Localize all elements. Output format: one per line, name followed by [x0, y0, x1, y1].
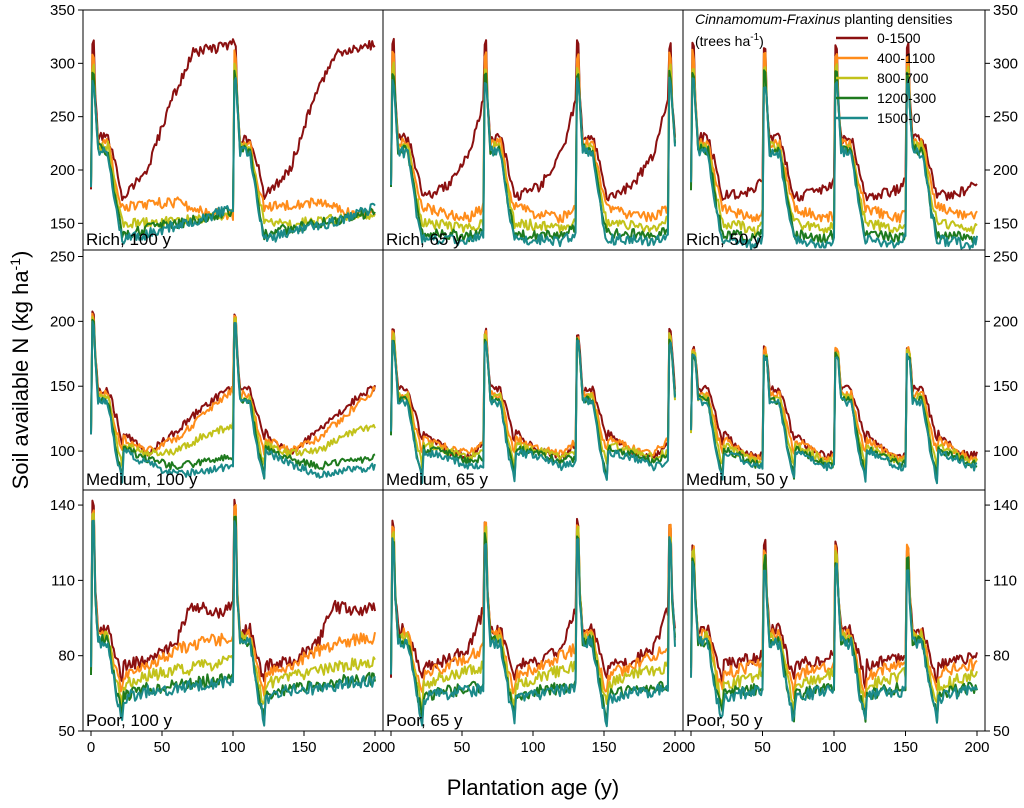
y-tick-label: 200: [50, 313, 75, 330]
x-tick-label: 200: [362, 739, 387, 756]
x-tick-label: 0: [687, 739, 695, 756]
panel-label: Medium, 50 y: [686, 470, 789, 489]
y-tick-label: 250: [993, 248, 1018, 265]
series-line-400-1100: [390, 50, 676, 224]
series-group: [390, 37, 676, 248]
panel-2-2: Poor, 50 y 50 80 110 140 0 50 100 150 200: [682, 489, 1018, 756]
series-line-800-700: [390, 525, 676, 713]
series-group: [390, 327, 676, 484]
x-axis-title: Plantation age (y): [447, 775, 619, 800]
panel-label: Poor, 50 y: [686, 711, 763, 730]
panel-1-1: Medium, 65 y: [382, 249, 684, 491]
x-tick-label: 50: [154, 739, 171, 756]
series-line-0-1500: [390, 37, 676, 202]
legend-entry: 800-700: [877, 70, 929, 86]
series-group: [690, 345, 978, 485]
x-tick-label: 50: [754, 739, 771, 756]
panel-2-1: Poor, 65 y 0 50 100 150 200: [382, 489, 688, 756]
y-tick-label: 150: [993, 215, 1018, 232]
panel-0-1: Rich, 65 y: [382, 9, 684, 251]
panel-label: Rich, 100 y: [86, 230, 172, 249]
y-tick-label: 350: [50, 2, 75, 19]
y-tick-label: 100: [50, 443, 75, 460]
series-line-1500-0: [690, 77, 978, 250]
series-line-400-1100: [390, 521, 676, 695]
y-axis-title: Soil available N (kg ha-1): [7, 251, 33, 490]
series-line-1500-0: [90, 77, 376, 245]
y-tick-label: 250: [50, 248, 75, 265]
series-group: [90, 38, 376, 245]
panel-label: Rich, 65 y: [386, 230, 462, 249]
panel-1-0: Medium, 100 y 100 150 200 250: [50, 248, 384, 491]
x-tick-label: 150: [591, 739, 616, 756]
y-tick-label: 80: [993, 648, 1010, 665]
series-line-1500-0: [390, 339, 676, 484]
x-tick-label: 0: [87, 739, 95, 756]
y-tick-label: 150: [50, 378, 75, 395]
y-tick-label: 80: [58, 648, 75, 665]
legend-entry: 1500-0: [877, 110, 921, 126]
y-tick-label: 200: [993, 162, 1018, 179]
series-line-0-1500: [90, 38, 376, 202]
series-line-400-1100: [390, 329, 676, 457]
series-group: [390, 517, 676, 728]
y-tick-label: 50: [58, 723, 75, 740]
x-tick-label: 150: [291, 739, 316, 756]
series-line-400-1100: [90, 49, 376, 221]
series-line-1500-0: [690, 560, 978, 724]
x-tick-label: 100: [220, 739, 245, 756]
y-tick-label: 200: [50, 162, 75, 179]
panel-label: Poor, 100 y: [86, 711, 173, 730]
series-group: [90, 310, 376, 484]
y-tick-label: 100: [993, 443, 1018, 460]
panel-0-0: Rich, 100 y 150 200 250 300 350: [50, 2, 384, 251]
x-tick-label: 200: [662, 739, 687, 756]
y-tick-label: 250: [50, 109, 75, 126]
y-tick-label: 110: [51, 572, 75, 589]
panel-label: Rich, 50 y: [686, 230, 762, 249]
panel-1-2: Medium, 50 y 100 150 200 250: [682, 248, 1018, 491]
panel-2-0: Poor, 100 y 50 80 110 140 0 50 100 150 200: [50, 489, 388, 756]
series-group: [90, 498, 376, 727]
panel-label: Medium, 65 y: [386, 470, 489, 489]
y-tick-label: 140: [993, 497, 1018, 514]
panel-label: Poor, 65 y: [386, 711, 463, 730]
legend-entry: 1200-300: [877, 90, 936, 106]
legend-title: Cinnamomum-Fraxinus planting densities: [695, 11, 953, 27]
legend-entry: 0-1500: [877, 30, 921, 46]
series-group: [690, 41, 978, 250]
legend-subtitle: (trees ha-1): [695, 32, 764, 49]
series-line-1500-0: [390, 76, 676, 248]
series-line-0-1500: [390, 517, 676, 681]
y-tick-label: 50: [993, 723, 1010, 740]
panel-label: Medium, 100 y: [86, 470, 198, 489]
x-tick-label: 150: [893, 739, 918, 756]
series-group: [690, 538, 978, 724]
series-line-1500-0: [690, 352, 978, 485]
y-tick-label: 150: [993, 378, 1018, 395]
y-tick-label: 110: [993, 572, 1017, 589]
x-tick-label: 50: [454, 739, 471, 756]
series-line-800-700: [390, 61, 676, 234]
legend-entry: 400-1100: [877, 50, 935, 66]
series-line-1200-300: [390, 69, 676, 243]
legend: Cinnamomum-Fraxinus planting densities (t…: [695, 11, 953, 126]
x-tick-label: 100: [821, 739, 846, 756]
series-line-1500-0: [90, 320, 376, 484]
y-tick-label: 250: [993, 109, 1018, 126]
y-tick-label: 300: [50, 55, 75, 72]
y-tick-label: 300: [993, 55, 1018, 72]
series-line-1500-0: [390, 536, 676, 728]
y-tick-label: 140: [50, 497, 75, 514]
series-line-1500-0: [90, 519, 376, 727]
y-tick-label: 200: [993, 313, 1018, 330]
y-tick-label: 350: [993, 2, 1018, 19]
x-tick-label: 100: [520, 739, 545, 756]
x-tick-label: 0: [387, 739, 395, 756]
y-tick-label: 150: [50, 215, 75, 232]
x-tick-label: 200: [964, 739, 989, 756]
